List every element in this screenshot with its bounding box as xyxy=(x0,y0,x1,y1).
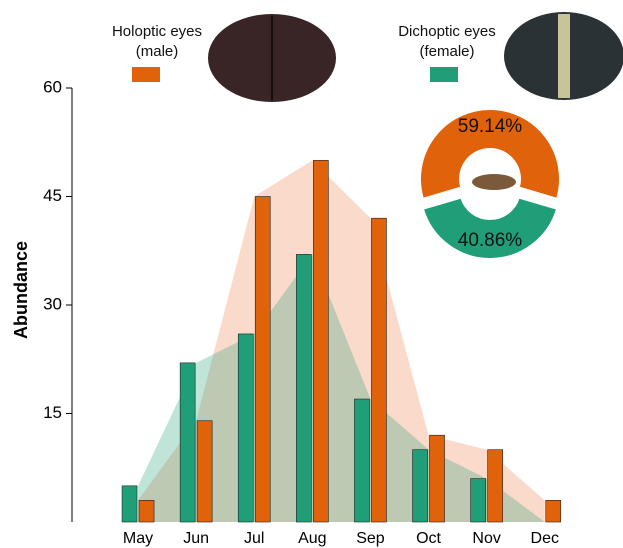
bar xyxy=(197,421,212,522)
y-tick-label: 30 xyxy=(43,294,62,313)
x-tick-label: Jul xyxy=(244,530,264,547)
x-tick-label: Sep xyxy=(356,530,385,547)
y-tick-label: 15 xyxy=(43,403,62,422)
x-tick-label: Oct xyxy=(416,530,441,547)
bar xyxy=(238,334,253,522)
x-tick-label: Nov xyxy=(472,530,500,547)
photo-detail xyxy=(558,14,570,98)
x-tick-label: May xyxy=(123,530,153,547)
legend-swatch xyxy=(430,67,458,82)
bar xyxy=(413,450,428,522)
pie-label: 59.14% xyxy=(458,116,523,137)
y-tick-label: 60 xyxy=(43,77,62,96)
legend-label: Holoptic eyes (male) xyxy=(92,22,222,62)
bar xyxy=(546,500,561,522)
bar xyxy=(471,479,486,522)
legend-swatch xyxy=(132,67,160,82)
fly-icon xyxy=(472,174,516,190)
bar xyxy=(313,160,328,522)
bar xyxy=(122,486,137,522)
pie-label: 40.86% xyxy=(458,230,523,251)
x-tick-label: Jun xyxy=(183,530,209,547)
bar xyxy=(488,450,503,522)
bar xyxy=(430,435,445,522)
chart: Abundance 15 30 45 60 May Jun Jul Aug Sep Oct Nov D… xyxy=(0,0,623,548)
bar xyxy=(180,363,195,522)
bar xyxy=(371,218,386,522)
bar xyxy=(354,399,369,522)
page: Abundance 15 30 45 60 May Jun Jul Aug Sep Oct Nov D… xyxy=(0,0,623,548)
bar xyxy=(255,197,270,523)
bar xyxy=(296,254,311,522)
x-tick-label: Dec xyxy=(531,530,559,547)
x-tick-label: Aug xyxy=(298,530,326,547)
bar xyxy=(139,500,154,522)
legend-label: Dichoptic eyes (female) xyxy=(382,22,512,62)
y-tick-label: 45 xyxy=(43,186,62,205)
y-axis-label: Abundance xyxy=(11,241,31,339)
